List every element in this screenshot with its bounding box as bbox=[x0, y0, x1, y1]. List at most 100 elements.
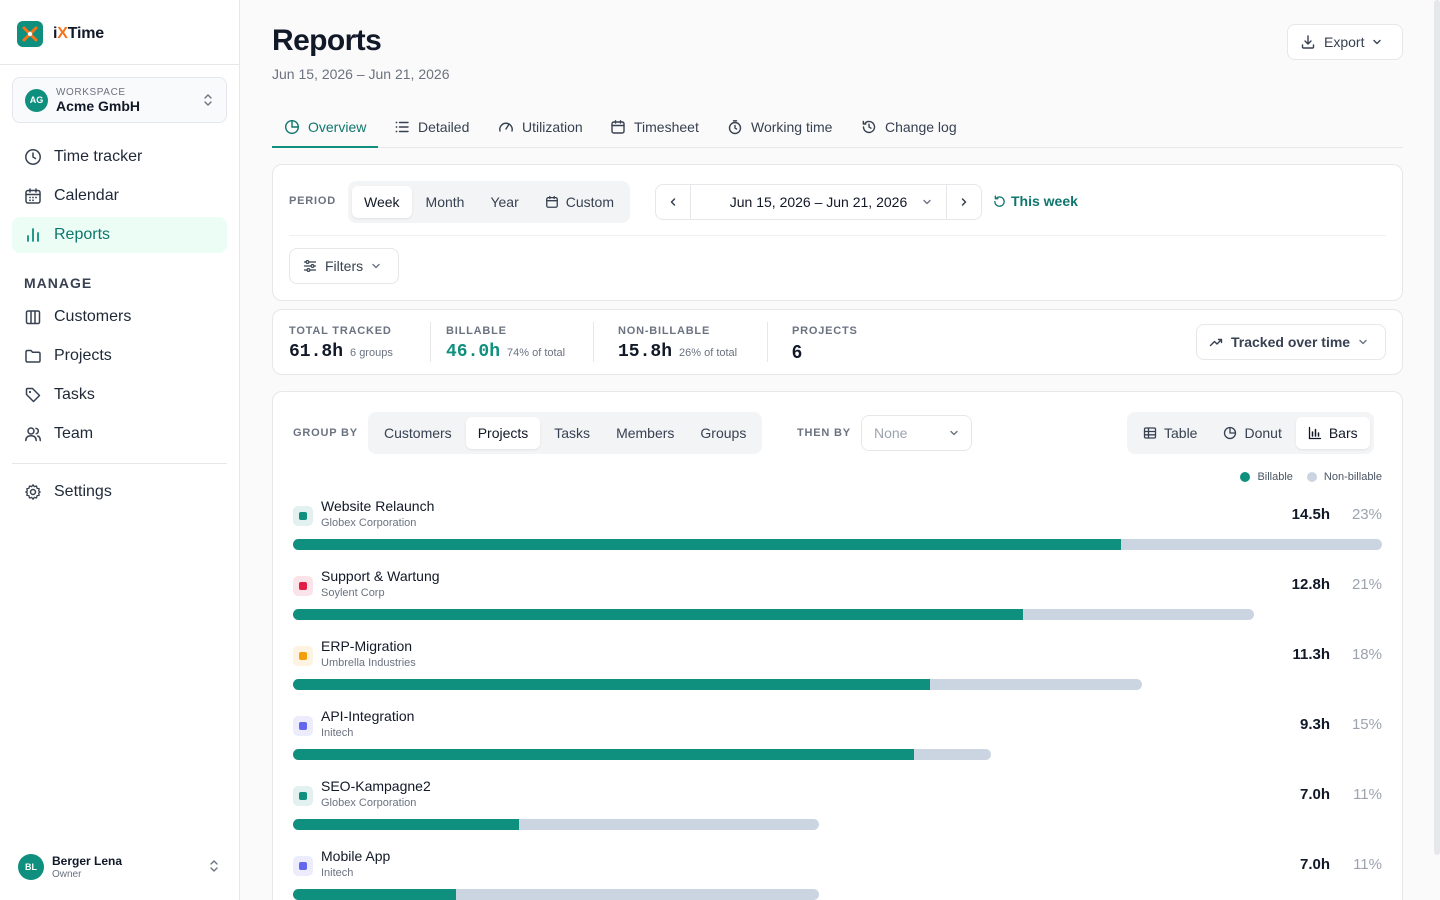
scrollbar[interactable] bbox=[1434, 0, 1440, 855]
project-name: API-Integration bbox=[321, 708, 415, 724]
sidebar: iXTime AG WORKSPACE Acme GmbH Time track… bbox=[0, 0, 240, 900]
main-content: Reports Jun 15, 2026 – Jun 21, 2026 Expo… bbox=[240, 0, 1440, 900]
user-menu[interactable]: BL Berger Lena Owner bbox=[18, 853, 228, 881]
view-donut[interactable]: Donut bbox=[1211, 417, 1293, 449]
workspace-label: WORKSPACE bbox=[56, 86, 126, 98]
tab-working-time[interactable]: Working time bbox=[727, 106, 832, 148]
project-row[interactable]: API-Integration Initech 9.3h 15% bbox=[293, 702, 1382, 772]
date-range-text: Jun 15, 2026 – Jun 21, 2026 bbox=[729, 194, 908, 210]
group-customers[interactable]: Customers bbox=[384, 425, 452, 441]
export-button[interactable]: Export bbox=[1287, 24, 1403, 60]
period-week[interactable]: Week bbox=[352, 186, 412, 218]
customer-name: Globex Corporation bbox=[321, 517, 417, 529]
page-subtitle: Jun 15, 2026 – Jun 21, 2026 bbox=[272, 66, 450, 82]
tab-utilization[interactable]: Utilization bbox=[498, 106, 583, 148]
nav-label: Projects bbox=[54, 347, 112, 364]
nav-item-reports[interactable]: Reports bbox=[12, 217, 227, 253]
tab-label: Working time bbox=[751, 119, 833, 135]
project-color-icon bbox=[293, 646, 313, 666]
nav-item-team[interactable]: Team bbox=[12, 416, 227, 452]
period-custom-label: Custom bbox=[565, 194, 614, 210]
group-members[interactable]: Members bbox=[616, 425, 675, 441]
legend-billable: Billable bbox=[1240, 471, 1293, 483]
project-row[interactable]: Website Relaunch Globex Corporation 14.5h 2… bbox=[293, 492, 1382, 562]
project-percent: 11% bbox=[1353, 856, 1382, 873]
calendar-icon bbox=[545, 195, 558, 208]
chevron-down-icon bbox=[1359, 339, 1367, 345]
view-bars[interactable]: Bars bbox=[1295, 417, 1370, 449]
group-by-selector: Customers Projects Tasks Members Groups bbox=[368, 412, 763, 454]
stat-sub: 74% of total bbox=[507, 347, 566, 359]
tab-label: Change log bbox=[885, 119, 957, 135]
stopwatch-icon bbox=[728, 120, 742, 135]
project-row[interactable]: Support & Wartung Soylent Corp 12.8h 21% bbox=[293, 562, 1382, 632]
nav-item-tasks[interactable]: Tasks bbox=[12, 377, 227, 413]
export-label: Export bbox=[1324, 34, 1365, 50]
nav-section-manage: MANAGE bbox=[24, 275, 93, 291]
page-title: Reports bbox=[272, 24, 382, 57]
divider bbox=[289, 235, 1386, 236]
nav-item-calendar[interactable]: Calendar bbox=[12, 178, 227, 214]
project-percent: 21% bbox=[1351, 576, 1382, 593]
view-table[interactable]: Table bbox=[1131, 417, 1209, 449]
legend-label: Billable bbox=[1257, 471, 1293, 483]
calendar-icon bbox=[611, 120, 625, 134]
then-by-select[interactable]: None bbox=[861, 415, 972, 451]
view-label: Donut bbox=[1244, 425, 1282, 441]
legend-swatch bbox=[1306, 472, 1317, 482]
stat-sub: 6 groups bbox=[350, 347, 393, 359]
period-custom[interactable]: Custom bbox=[533, 186, 626, 218]
tab-underline bbox=[272, 146, 378, 148]
calendar-icon bbox=[25, 188, 41, 204]
tab-label: Detailed bbox=[418, 119, 470, 135]
tab-overview[interactable]: Overview bbox=[284, 106, 366, 148]
period-card: PERIOD Week Month Year Custom Jun 15, 20… bbox=[272, 164, 1403, 301]
nav-item-projects[interactable]: Projects bbox=[12, 338, 227, 374]
filters-button[interactable]: Filters bbox=[289, 248, 399, 284]
project-name: Support & Wartung bbox=[321, 568, 440, 584]
then-by-label: THEN BY bbox=[797, 427, 851, 439]
nav-label: Settings bbox=[54, 483, 112, 500]
nav-label: Reports bbox=[54, 226, 111, 243]
report-tabs: Overview Detailed Utilization Timesheet … bbox=[272, 106, 1403, 148]
stat-value: 6 bbox=[792, 342, 803, 362]
project-color-icon bbox=[293, 856, 313, 876]
tracked-over-time-button[interactable]: Tracked over time bbox=[1196, 324, 1386, 360]
project-row[interactable]: Mobile App Initech 7.0h 11% bbox=[293, 842, 1382, 900]
nav-item-time-tracker[interactable]: Time tracker bbox=[12, 139, 227, 175]
project-percent: 15% bbox=[1351, 716, 1382, 733]
project-color-icon bbox=[293, 576, 313, 596]
tracked-over-time-label: Tracked over time bbox=[1231, 334, 1351, 350]
period-selector: Week Month Year Custom bbox=[348, 181, 630, 223]
sliders-icon bbox=[303, 260, 317, 273]
group-groups[interactable]: Groups bbox=[700, 425, 747, 441]
project-percent: 11% bbox=[1353, 786, 1382, 803]
group-projects[interactable]: Projects bbox=[465, 417, 541, 449]
divider bbox=[767, 322, 768, 362]
nav-item-settings[interactable]: Settings bbox=[12, 474, 227, 510]
nav-label: Calendar bbox=[54, 187, 119, 204]
history-icon bbox=[862, 120, 876, 134]
project-row[interactable]: ERP-Migration Umbrella Industries 11.3h 18% bbox=[293, 632, 1382, 702]
project-hours: 11.3h bbox=[1292, 646, 1330, 663]
workspace-switcher[interactable]: AG WORKSPACE Acme GmbH bbox=[12, 77, 227, 123]
chevron-down-icon bbox=[923, 199, 931, 205]
period-month[interactable]: Month bbox=[425, 194, 465, 210]
project-hours: 12.8h bbox=[1291, 576, 1330, 593]
tab-detailed[interactable]: Detailed bbox=[394, 106, 469, 148]
tab-change-log[interactable]: Change log bbox=[861, 106, 957, 148]
project-row[interactable]: SEO-Kampagne2 Globex Corporation 7.0h 11% bbox=[293, 772, 1382, 842]
group-tasks[interactable]: Tasks bbox=[554, 425, 591, 441]
date-range-picker[interactable]: Jun 15, 2026 – Jun 21, 2026 bbox=[690, 185, 947, 219]
bar-chart-icon bbox=[27, 228, 39, 242]
period-year[interactable]: Year bbox=[490, 194, 519, 210]
gear-icon bbox=[25, 484, 41, 500]
tab-timesheet[interactable]: Timesheet bbox=[610, 106, 699, 148]
prev-period-button[interactable] bbox=[656, 185, 690, 219]
next-period-button[interactable] bbox=[947, 185, 981, 219]
nav-item-customers[interactable]: Customers bbox=[12, 299, 227, 335]
clock-icon bbox=[25, 149, 41, 165]
this-week-link[interactable]: This week bbox=[993, 193, 1078, 209]
period-label: PERIOD bbox=[289, 195, 336, 207]
app-logo[interactable]: iXTime bbox=[17, 21, 104, 47]
